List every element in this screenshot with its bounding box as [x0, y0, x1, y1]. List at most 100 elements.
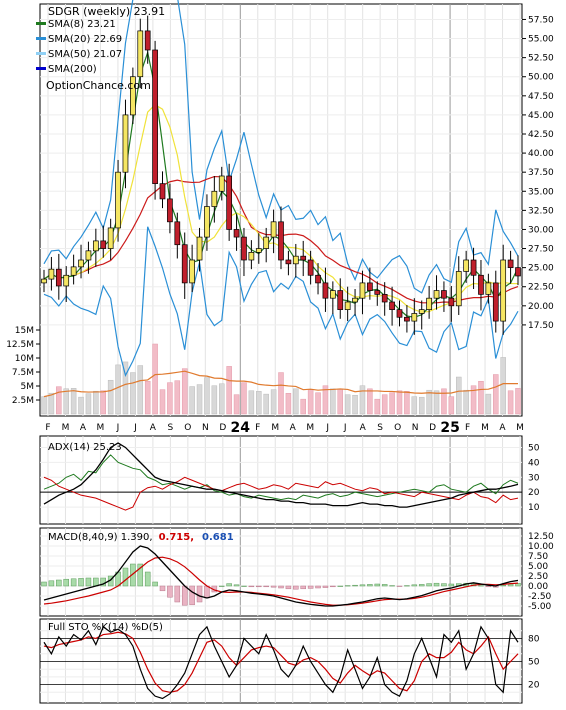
volume-bar: [456, 376, 462, 415]
volume-bar: [174, 380, 181, 415]
x-tick-label: D: [219, 423, 226, 433]
y-tick-label: 57.50: [528, 15, 554, 25]
macd-histogram-bar: [78, 578, 84, 587]
candle-body: [48, 268, 55, 280]
y-tick-label: 2.50: [528, 572, 548, 582]
volume-bar: [233, 394, 240, 415]
y-tick-label: 10: [528, 503, 540, 513]
volume-bar: [204, 377, 210, 415]
x-tick-label: A: [80, 423, 87, 433]
candle-body: [315, 274, 321, 284]
candle-body: [300, 255, 307, 261]
y-tick-label: 20: [528, 488, 540, 498]
y-tick-label: 40: [528, 458, 540, 468]
volume-bar: [493, 374, 499, 415]
volume-bar: [367, 388, 373, 415]
y-tick-label: 30.00: [528, 225, 554, 235]
macd-histogram-bar: [315, 585, 321, 589]
macd-histogram-bar: [426, 583, 432, 587]
macd-histogram-bar: [233, 584, 240, 587]
price-panel: 57.50 55.00 52.50 50.00 47.50 45.00 42.50 40.00…: [6, 0, 554, 417]
candle-body: [470, 259, 477, 276]
volume-bar: [344, 394, 351, 415]
volume-bar: [418, 396, 425, 415]
volume-bar: [278, 372, 284, 415]
candle-body: [41, 278, 47, 284]
x-tick-label: M: [97, 423, 105, 433]
y-tick-label: -2.50: [528, 592, 552, 602]
candle-body: [344, 301, 351, 310]
volume-bar: [56, 386, 62, 415]
x-tick-label: S: [168, 423, 174, 433]
y-tick-label: 52.50: [528, 54, 554, 64]
y-tick-label: 47.50: [528, 92, 554, 102]
candle-body: [167, 198, 173, 223]
candle-body: [433, 290, 440, 299]
volume-bar: [63, 388, 69, 415]
macd-histogram-bar: [181, 585, 188, 606]
x-tick-label: O: [394, 423, 401, 433]
stochastic-title: Full STO %K(14) %D(5): [48, 622, 163, 633]
candle-body: [263, 236, 270, 249]
candle-body: [374, 290, 381, 295]
volume-bar: [196, 384, 203, 415]
y-tick-label: 25.00: [528, 264, 554, 274]
volume-bar: [78, 396, 84, 415]
candle-body: [426, 297, 432, 310]
candle-body: [507, 259, 514, 268]
volume-bar: [100, 390, 106, 415]
x-tick-label: M: [481, 423, 489, 433]
macd-histogram-bar: [307, 585, 314, 589]
y-tick-label: 40.00: [528, 149, 554, 159]
volume-bar: [285, 393, 292, 415]
volume-bar: [315, 392, 321, 415]
volume-bar: [426, 389, 432, 415]
y-tick-label: 17.50: [528, 321, 554, 331]
x-tick-label: J: [343, 423, 347, 433]
volume-bar: [404, 391, 410, 415]
volume-bar: [411, 396, 418, 415]
watermark: OptionChance.com: [46, 79, 151, 92]
volume-tick-label: 5M: [21, 382, 35, 392]
macd-histogram-bar: [367, 584, 373, 587]
volume-tick-label: 2.5M: [12, 396, 34, 406]
volume-bar: [241, 382, 247, 415]
legend-swatch: [36, 52, 46, 55]
macd-histogram-bar: [226, 583, 232, 587]
volume-bar: [337, 388, 343, 415]
volume-bar: [115, 364, 121, 415]
macd-histogram-bar: [404, 585, 410, 587]
macd-histogram-bar: [389, 585, 395, 587]
volume-bar: [85, 393, 92, 415]
macd-histogram-bar: [478, 585, 484, 587]
candle-body: [55, 268, 62, 287]
candle-body: [492, 282, 499, 322]
macd-signal-line: [43, 556, 519, 606]
macd-histogram-bar: [70, 578, 77, 587]
macd-signal-value: 0.715,: [159, 532, 194, 543]
candle-body: [159, 183, 166, 200]
volume-bar: [152, 343, 158, 415]
y-tick-label: 7.50: [528, 552, 548, 562]
volume-bar: [248, 390, 255, 415]
volume-bar: [330, 388, 336, 415]
adx-panel: 50 40 30 20 10 ADX(14) 25.23: [39, 435, 540, 525]
y-tick-label: 20: [528, 681, 540, 691]
volume-bar: [137, 365, 144, 415]
candle-body: [270, 221, 277, 238]
y-tick-label: 50: [528, 658, 540, 668]
candle-body: [255, 248, 262, 253]
volume-tick-label: 7.5M: [12, 368, 34, 378]
legend-swatch: [36, 37, 46, 40]
volume-bar: [389, 392, 395, 415]
x-tick-label: J: [133, 423, 137, 433]
candle-body: [92, 240, 99, 252]
macd-histogram-bar: [85, 577, 92, 587]
x-tick-label: F: [45, 423, 50, 433]
macd-histogram-bar: [500, 584, 506, 587]
candle-body: [292, 255, 299, 265]
volume-bar: [478, 380, 484, 415]
macd-histogram-bar: [137, 563, 144, 587]
candle-body: [107, 227, 114, 249]
